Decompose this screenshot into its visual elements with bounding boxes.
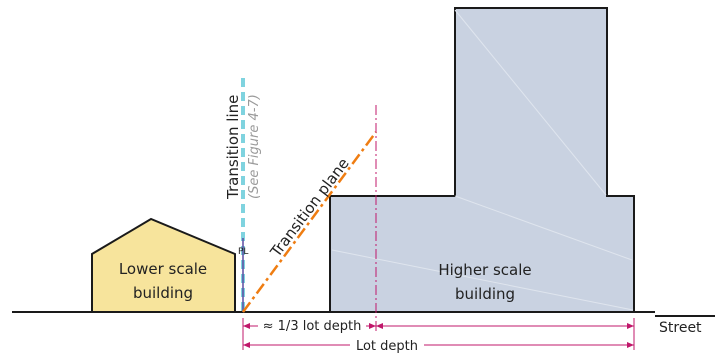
lot-depth-label: Lot depth	[356, 339, 418, 353]
lower-scale-building	[91, 217, 236, 313]
street-label: Street	[659, 320, 702, 336]
building-hatch-line	[454, 195, 633, 261]
transition-plane	[241, 131, 378, 313]
higher-scale-building	[329, 7, 635, 313]
arrow-head	[376, 323, 383, 329]
arrow-head	[243, 342, 250, 348]
third-depth-label: ≈ 1/3 lot depth	[263, 319, 362, 334]
building-hatch-line	[331, 249, 634, 311]
transition-line-label: Transition line	[224, 95, 242, 200]
arrow-head	[627, 342, 634, 348]
arrow-head	[369, 323, 376, 329]
higher-building-label-line1: Higher scale	[438, 261, 531, 279]
label-background	[350, 338, 424, 353]
arrow-head	[243, 323, 250, 329]
building-hatch-line	[454, 9, 607, 196]
higher-building-label-line2: building	[455, 285, 515, 303]
label-background	[258, 318, 366, 333]
arrow-head	[627, 323, 634, 329]
pl-label: PL	[238, 247, 248, 257]
lower-building-label-line1: Lower scale	[119, 260, 207, 278]
see-figure-label: (See Figure 4-7)	[247, 94, 262, 199]
lower-building-label-line2: building	[133, 284, 193, 302]
